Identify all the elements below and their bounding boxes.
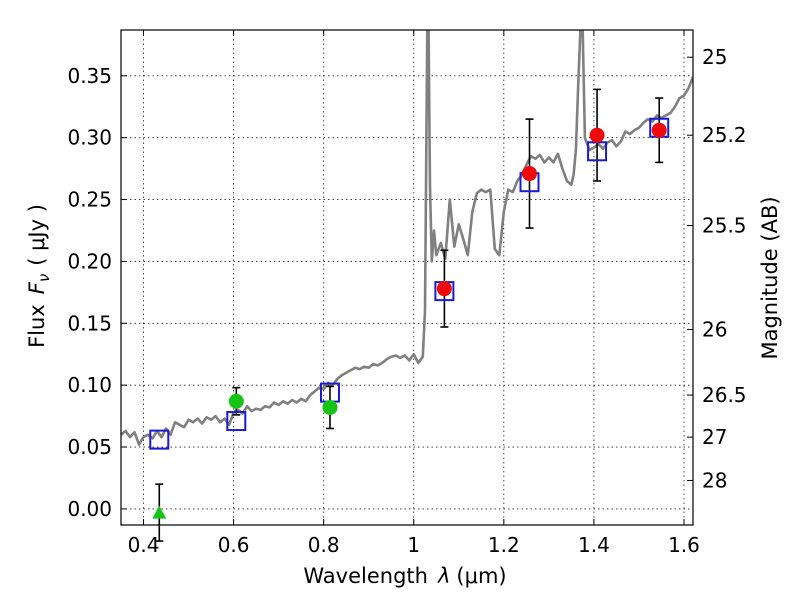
nir-flux-point	[651, 122, 667, 138]
markers-layer	[149, 88, 670, 542]
mag-tick-label: 26.5	[702, 383, 747, 407]
mag-tick-label: 27	[702, 425, 727, 449]
y-tick-label: 0.25	[67, 188, 112, 212]
mag-tick-label: 25.5	[702, 214, 747, 238]
mag-tick-label: 28	[702, 468, 727, 492]
mag-tick-label: 26	[702, 317, 727, 341]
x-tick-label: 1	[407, 533, 420, 557]
optical-flux-point	[228, 393, 244, 409]
y-tick-label: 0.30	[67, 126, 112, 150]
mag-tick-label: 25.2	[702, 123, 747, 147]
y-axis-title: FluxFν( μJy )	[25, 204, 53, 348]
model-flux-square	[149, 429, 170, 450]
nir-flux-point	[589, 127, 605, 143]
y2-axis-title: Magnitude (AB)	[758, 196, 782, 359]
nir-flux-point	[436, 281, 452, 297]
nir-flux-point	[522, 166, 538, 182]
optical-flux-point	[322, 399, 338, 415]
x-tick-label: 0.8	[308, 533, 340, 557]
x-axis-title: Wavelength λ (μm)	[303, 564, 506, 588]
x-tick-label: 0.6	[218, 533, 250, 557]
x-tick-label: 1.6	[668, 533, 700, 557]
x-tick-label: 0.4	[128, 533, 160, 557]
y-tick-label: 0.00	[67, 497, 112, 521]
plot-frame	[120, 29, 694, 526]
y-tick-label: 0.15	[67, 311, 112, 335]
model-spectrum-line	[121, 30, 693, 446]
y-tick-label: 0.20	[67, 249, 112, 273]
mag-tick-label: 25	[702, 45, 727, 69]
model-flux-square	[226, 411, 247, 432]
x-tick-label: 1.4	[578, 533, 610, 557]
y-tick-label: 0.10	[67, 373, 112, 397]
x-tick-label: 1.2	[488, 533, 520, 557]
upper-limit-triangle	[152, 505, 167, 519]
model-spectrum-layer	[121, 30, 693, 446]
grid	[121, 30, 693, 525]
ticks-layer: 0.4 0.6 0.8 1 1.2 1.4 1.6 0.00 0.05 0.10 0.15 0.20 0…	[67, 30, 747, 557]
y-tick-label: 0.05	[67, 435, 112, 459]
y-tick-label: 0.35	[67, 64, 112, 88]
